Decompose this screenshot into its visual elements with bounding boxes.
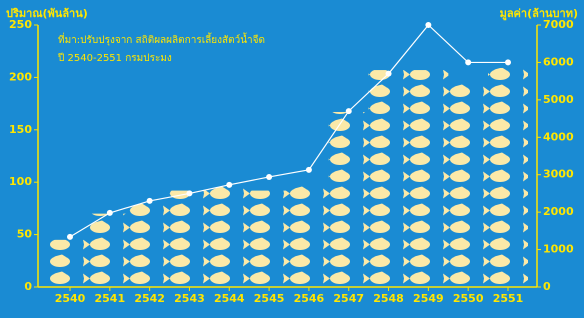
fish-bar — [169, 191, 209, 287]
y2-tick-label: 7000 — [543, 18, 574, 31]
value-point — [107, 210, 113, 216]
x-tick-label: 2549 — [413, 292, 444, 305]
source-note: ปี 2540-2551 กรมประมง — [57, 52, 172, 64]
y-tick-label: 0 — [24, 280, 32, 293]
fish-bar — [130, 203, 170, 287]
x-tick-label: 2551 — [493, 292, 524, 305]
value-point — [147, 198, 153, 204]
y-tick-label: 150 — [9, 123, 32, 136]
y2-tick-label: 5000 — [543, 93, 574, 106]
value-point — [346, 108, 352, 114]
y2-tick-label: 2000 — [543, 205, 574, 218]
x-tick-label: 2547 — [333, 292, 364, 305]
fish-bar — [90, 214, 130, 287]
y2-tick-label: 0 — [543, 280, 551, 293]
fish-bar — [50, 240, 90, 287]
x-tick-label: 2543 — [174, 292, 205, 305]
value-point — [425, 22, 431, 28]
x-tick-label: 2548 — [373, 292, 404, 305]
x-tick-label: 2542 — [134, 292, 165, 305]
fish-bar — [408, 70, 448, 287]
y-tick-label: 50 — [17, 228, 33, 241]
y-tick-label: 100 — [9, 175, 32, 188]
x-tick-label: 2544 — [214, 292, 245, 305]
x-tick-label: 2546 — [294, 292, 325, 305]
value-point — [386, 71, 392, 77]
fish-bar — [289, 185, 329, 287]
value-point — [67, 234, 73, 240]
x-tick-label: 2540 — [55, 292, 86, 305]
value-point — [465, 59, 471, 65]
value-point — [226, 182, 232, 188]
fish-bar — [249, 191, 289, 287]
fish-bar — [488, 68, 528, 287]
y-tick-label: 250 — [9, 18, 32, 31]
value-point — [505, 59, 511, 65]
x-tick-label: 2541 — [95, 292, 126, 305]
page: ปริมาณ(พันล้าน) มูลค่า(ล้านบาท) ที่มา:ปร… — [0, 0, 584, 318]
value-point — [186, 190, 192, 196]
value-point — [266, 174, 272, 180]
x-tick-label: 2550 — [453, 292, 484, 305]
y2-tick-label: 6000 — [543, 55, 574, 68]
y-tick-label: 200 — [9, 70, 32, 83]
fish-bar — [448, 83, 488, 287]
fish-bar — [209, 185, 249, 287]
chart: ปริมาณ(พันล้าน) มูลค่า(ล้านบาท) ที่มา:ปร… — [0, 0, 584, 318]
y2-tick-label: 3000 — [543, 168, 574, 181]
value-point — [306, 167, 312, 173]
source-note: ที่มา:ปรับปรุงจาก สถิติผลผลิตการเลี้ยงสั… — [58, 32, 265, 46]
fish-bar — [369, 70, 409, 287]
fish-bar — [329, 112, 369, 287]
y2-tick-label: 1000 — [543, 243, 574, 256]
y2-tick-label: 4000 — [543, 130, 574, 143]
x-tick-label: 2545 — [254, 292, 285, 305]
